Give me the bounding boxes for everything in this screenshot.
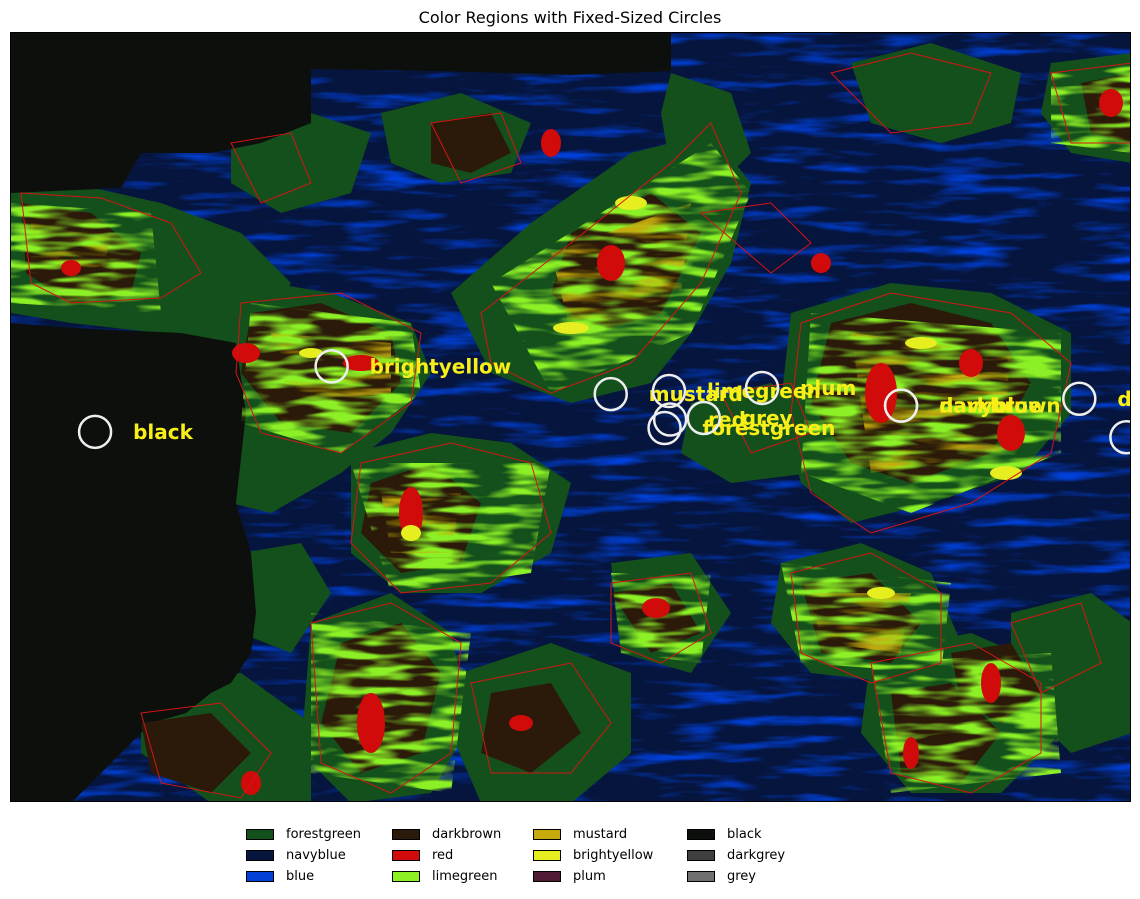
marker-label-limegreen: limegreen <box>707 379 821 403</box>
marker-circle-darkbrown <box>883 388 919 423</box>
legend-label: grey <box>727 868 757 884</box>
legend-label: brightyellow <box>573 847 654 863</box>
legend-swatch <box>533 870 561 882</box>
legend-item-blue: blue <box>246 868 314 884</box>
legend-label: black <box>727 826 762 842</box>
legend-item-plum: plum <box>533 868 606 884</box>
marker-circle-brightyellow <box>314 349 349 384</box>
legend-item-mustard: mustard <box>533 826 627 842</box>
legend-item-darkgrey: darkgrey <box>687 847 785 863</box>
marker-label-darkgrey: darkgrey <box>1117 387 1131 411</box>
region-brightyellow <box>299 196 1022 599</box>
legend-label: darkbrown <box>432 826 502 842</box>
marker-circle-grey <box>686 400 722 436</box>
legend-item-navyblue: navyblue <box>246 847 346 863</box>
marker-circle-forestgreen <box>647 410 682 446</box>
legend-item-red: red <box>392 847 453 863</box>
marker-circle-black <box>77 414 113 450</box>
marker-label-red: red <box>708 408 746 432</box>
marker-label-grey: grey <box>742 406 793 430</box>
region-red <box>61 89 1123 795</box>
marker-circle-darkgrey <box>1062 381 1097 416</box>
legend-item-forestgreen: forestgreen <box>246 826 361 842</box>
legend-label: navyblue <box>286 847 346 863</box>
legend-swatch <box>533 828 561 840</box>
marker-circle-plum <box>744 370 780 406</box>
legend-swatch <box>687 849 715 861</box>
marker-label-navyblue: navyblue <box>939 394 1042 418</box>
legend-swatch <box>246 828 274 840</box>
legend-label: plum <box>573 868 606 884</box>
legend-label: limegreen <box>432 868 498 884</box>
legend-label: mustard <box>573 826 628 842</box>
legend-item-limegreen: limegreen <box>392 868 497 884</box>
legend: forestgreen navyblue blue darkbrown red limeg… <box>246 826 926 886</box>
legend-swatch <box>392 828 420 840</box>
region-contours <box>20 52 1130 799</box>
legend-swatch <box>392 870 420 882</box>
marker-circle-blue <box>1109 420 1130 455</box>
legend-item-black: black <box>687 826 762 842</box>
legend-label: darkgrey <box>727 847 786 863</box>
marker-label-mustard: mustard <box>649 382 743 406</box>
marker-label-plum: plum <box>800 376 856 400</box>
marker-label-darkbrown: darkbrown <box>939 394 1061 418</box>
region-black <box>11 33 671 801</box>
legend-label: blue <box>286 868 315 884</box>
plot-area: black brightyellow mustard limegreen red fore… <box>10 32 1131 802</box>
marker-label-forestgreen: forestgreen <box>703 416 836 440</box>
marker-label-black: black <box>133 420 194 444</box>
chart-title: Color Regions with Fixed-Sized Circles <box>418 8 722 27</box>
legend-swatch <box>246 849 274 861</box>
legend-item-grey: grey <box>687 868 756 884</box>
legend-swatch <box>246 870 274 882</box>
legend-swatch <box>687 870 715 882</box>
legend-item-darkbrown: darkbrown <box>392 826 501 842</box>
legend-swatch <box>687 828 715 840</box>
legend-swatch <box>533 849 561 861</box>
legend-label: red <box>432 847 454 863</box>
legend-label: forestgreen <box>286 826 362 842</box>
marker-circle-limegreen <box>651 373 687 409</box>
legend-item-brightyellow: brightyellow <box>533 847 653 863</box>
legend-swatch <box>392 849 420 861</box>
marker-circle-mustard <box>593 376 628 412</box>
marker-circle-red <box>652 402 688 437</box>
marker-label-brightyellow: brightyellow <box>370 354 512 378</box>
